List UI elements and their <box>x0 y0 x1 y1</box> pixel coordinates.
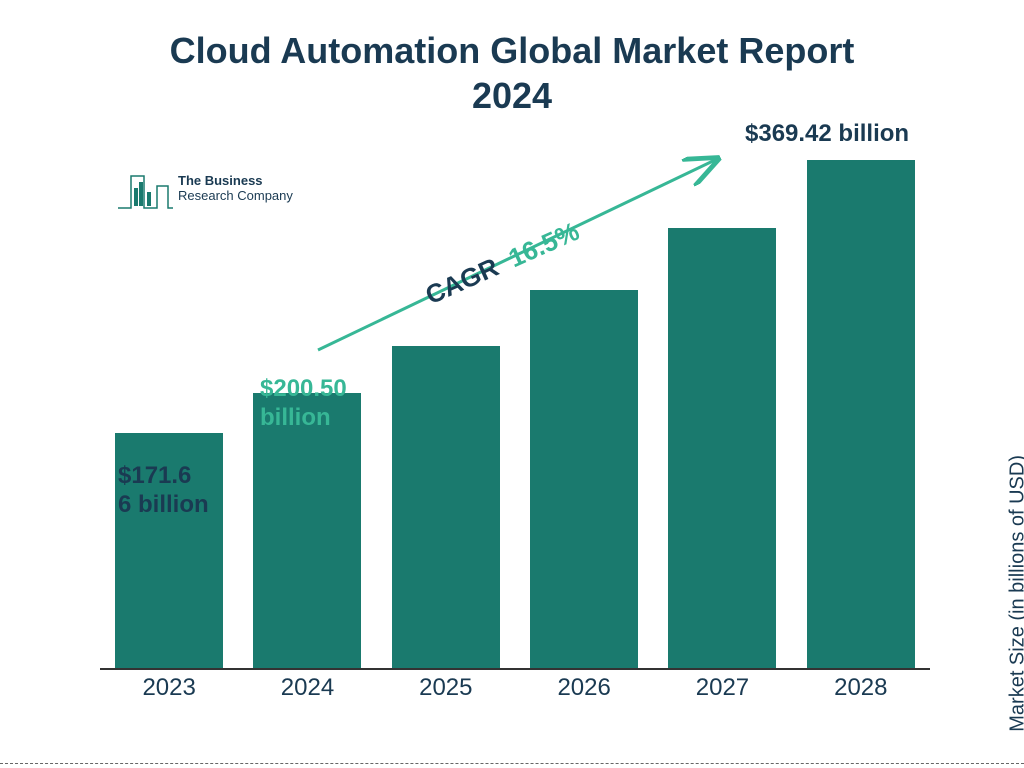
title-line-1: Cloud Automation Global Market Report <box>170 30 855 71</box>
x-tick-2025: 2025 <box>392 674 500 702</box>
chart-container: Cloud Automation Global Market Report 20… <box>0 0 1024 768</box>
x-tick-2028: 2028 <box>807 674 915 702</box>
bar-rect-2025 <box>392 346 500 670</box>
bars-group <box>100 140 930 670</box>
x-tick-2023: 2023 <box>115 674 223 702</box>
bar-2026 <box>530 290 638 670</box>
x-axis-line <box>100 668 930 670</box>
x-tick-2026: 2026 <box>530 674 638 702</box>
title-line-2: 2024 <box>472 75 552 116</box>
bar-rect-2027 <box>668 228 776 670</box>
bar-2024 <box>253 393 361 670</box>
x-tick-2024: 2024 <box>253 674 361 702</box>
value-label-2023: $171.6 6 billion <box>118 462 209 520</box>
y-axis-label: Market Size (in billions of USD) <box>1007 455 1024 732</box>
bar-chart: 2023 2024 2025 2026 2027 2028 <box>100 140 930 700</box>
bar-rect-2024 <box>253 393 361 670</box>
bar-2028 <box>807 160 915 670</box>
bar-rect-2026 <box>530 290 638 670</box>
x-axis-labels: 2023 2024 2025 2026 2027 2028 <box>100 674 930 702</box>
bar-rect-2028 <box>807 160 915 670</box>
value-label-2028: $369.42 billion <box>745 120 909 149</box>
bar-2025 <box>392 346 500 670</box>
chart-title: Cloud Automation Global Market Report 20… <box>0 28 1024 118</box>
bottom-dashed-divider <box>0 763 1024 764</box>
x-tick-2027: 2027 <box>668 674 776 702</box>
value-label-2024: $200.50 billion <box>260 375 347 433</box>
bar-2027 <box>668 228 776 670</box>
